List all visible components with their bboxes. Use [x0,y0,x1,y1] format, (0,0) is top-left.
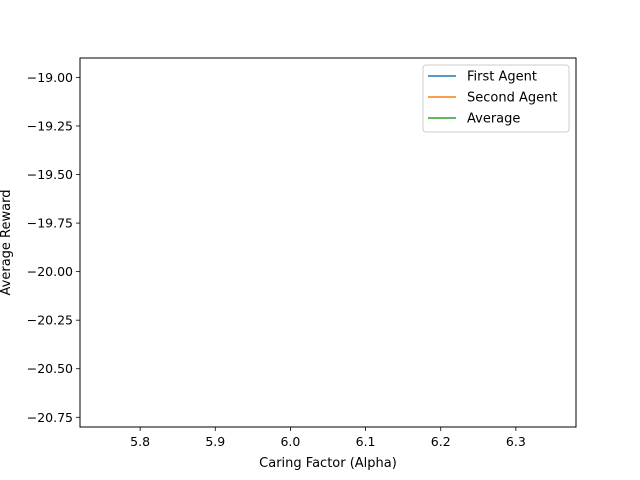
x-tick-label: 5.9 [205,434,225,449]
y-tick-label: −19.50 [27,167,73,182]
y-tick-label: −20.00 [27,264,73,279]
y-tick-label: −20.25 [27,313,73,328]
y-axis-label: Average Reward [0,190,14,296]
x-tick-label: 6.1 [356,434,376,449]
legend-frame [422,64,570,133]
x-tick-label: 5.8 [130,434,150,449]
y-tick-label: −19.25 [27,118,73,133]
legend: First Agent Second Agent Average [422,64,570,133]
legend-label: Second Agent [467,91,557,106]
x-axis-label: Caring Factor (Alpha) [259,456,397,471]
y-tick-label: −19.00 [27,70,73,85]
y-tick-label: −19.75 [27,216,73,231]
x-tick-label: 6.0 [280,434,300,449]
legend-label: Average [467,112,520,127]
x-axis: 5.8 5.9 6.0 6.1 6.2 6.3 [130,427,526,449]
y-axis: −19.00 −19.25 −19.50 −19.75 −20.00 −20.25 −20.… [27,70,80,425]
legend-label: First Agent [467,70,537,85]
x-tick-label: 6.3 [506,434,526,449]
x-tick-label: 6.2 [431,434,451,449]
y-tick-label: −20.50 [27,361,73,376]
y-tick-label: −20.75 [27,410,73,425]
